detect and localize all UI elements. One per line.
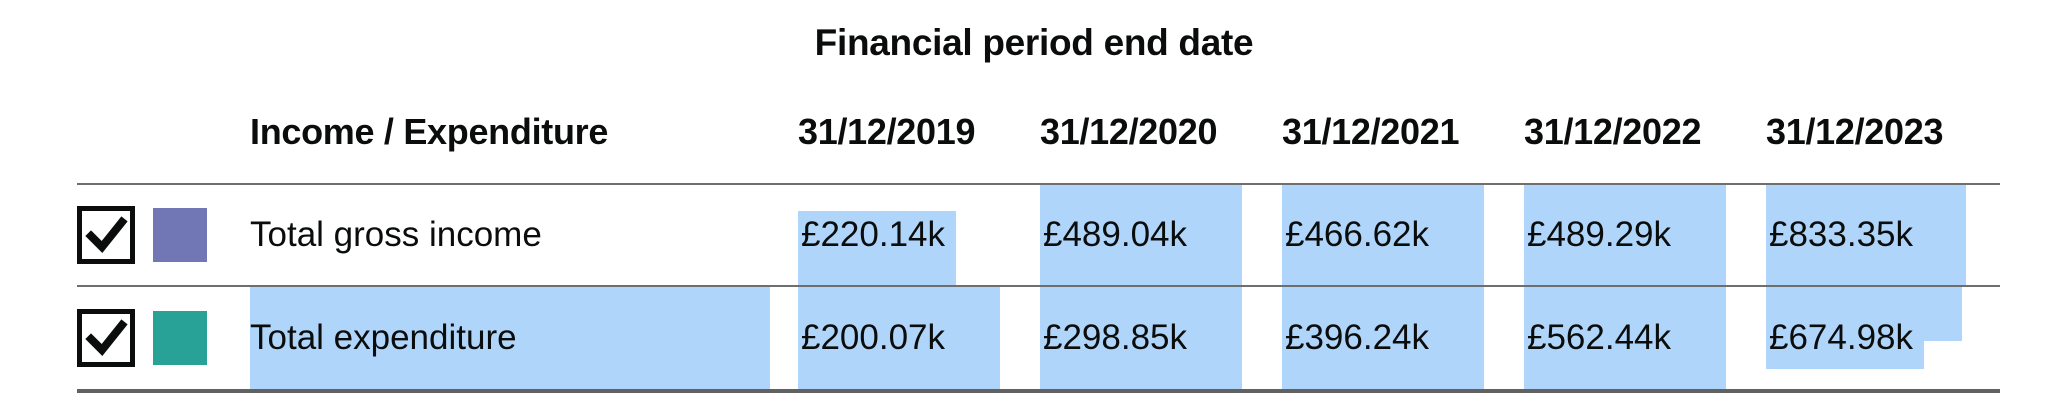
series-swatch-total-expenditure <box>153 311 207 365</box>
text-selection-highlight <box>798 287 1000 389</box>
text-selection-highlight <box>1766 185 1966 285</box>
text-selection-highlight <box>1524 287 1726 389</box>
row-label: Total expenditure <box>250 318 517 357</box>
value-cell: £200.07k <box>801 318 946 357</box>
value-cell: £562.44k <box>1527 318 1672 357</box>
column-header-2021: 31/12/2021 <box>1282 111 1460 152</box>
column-header-2022: 31/12/2022 <box>1524 111 1702 152</box>
series-checkbox-total-gross-income[interactable] <box>77 206 135 264</box>
text-selection-highlight <box>1524 185 1726 285</box>
text-selection-highlight <box>250 287 770 389</box>
column-header-2019: 31/12/2019 <box>798 111 976 152</box>
text-selection-highlight <box>798 211 956 285</box>
table-rule-bottom <box>77 389 2000 393</box>
column-header-2020: 31/12/2020 <box>1040 111 1218 152</box>
value-cell: £298.85k <box>1043 318 1188 357</box>
series-checkbox-total-expenditure[interactable] <box>77 309 135 367</box>
value-cell: £220.14k <box>801 215 946 254</box>
value-cell: £396.24k <box>1285 318 1430 357</box>
text-selection-highlight <box>1766 287 1924 369</box>
row-label: Total gross income <box>250 215 542 254</box>
text-selection-highlight <box>1040 185 1242 285</box>
value-cell: £833.35k <box>1769 215 1914 254</box>
table-rule-middle <box>77 285 2000 287</box>
text-selection-highlight <box>1040 287 1242 389</box>
text-selection-highlight <box>1282 287 1484 389</box>
column-header-2023: 31/12/2023 <box>1766 111 1944 152</box>
text-selection-highlight <box>1282 185 1484 285</box>
value-cell: £466.62k <box>1285 215 1430 254</box>
value-cell: £489.29k <box>1527 215 1672 254</box>
table-title: Financial period end date <box>814 22 1254 63</box>
check-icon <box>82 314 130 362</box>
check-icon <box>82 211 130 259</box>
text-selection-highlight <box>1924 287 1962 341</box>
value-cell: £489.04k <box>1043 215 1188 254</box>
table-rule-header <box>77 183 2000 185</box>
value-cell: £674.98k <box>1769 318 1914 357</box>
column-header-label: Income / Expenditure <box>250 111 609 152</box>
series-swatch-total-gross-income <box>153 208 207 262</box>
